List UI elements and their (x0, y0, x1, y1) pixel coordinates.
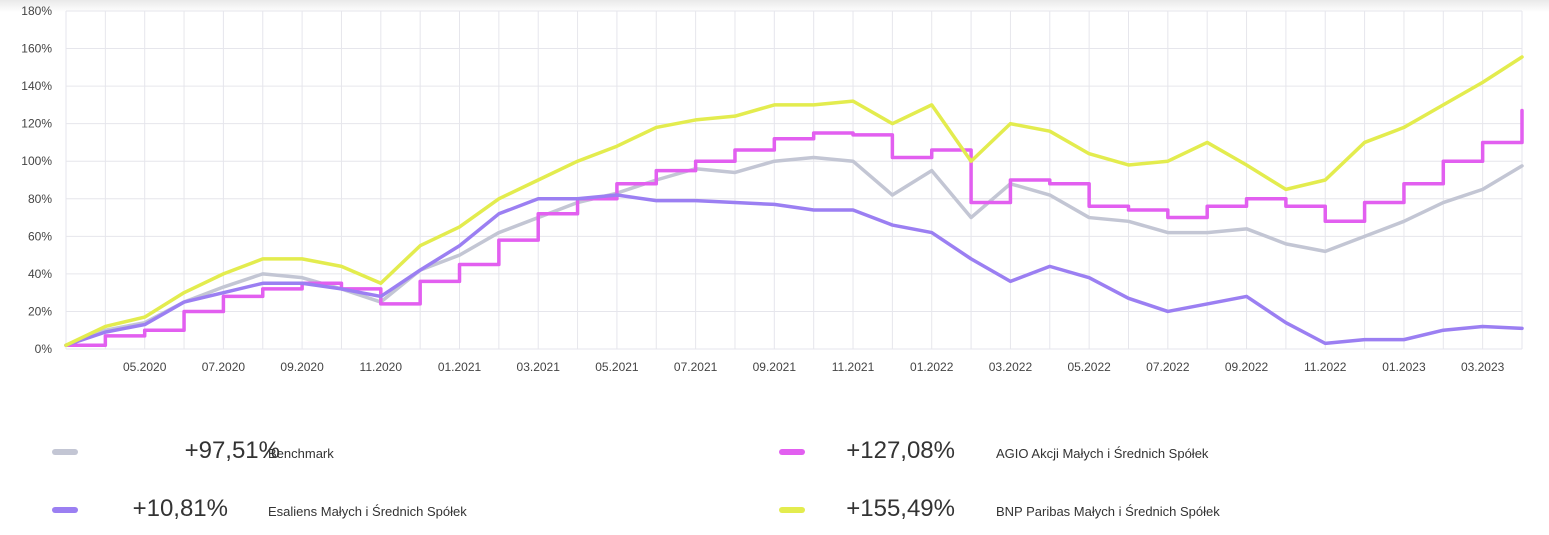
legend-name: AGIO Akcji Małych i Średnich Spółek (996, 446, 1209, 461)
y-tick-label: 40% (28, 267, 52, 281)
legend-item-benchmark[interactable]: +97,51% Benchmark (52, 437, 452, 467)
legend-value: +97,51% (184, 437, 280, 464)
x-tick-label: 09.2022 (1225, 360, 1269, 374)
x-tick-label: 03.2022 (989, 360, 1033, 374)
top-shade (0, 0, 1549, 12)
x-tick-label: 09.2020 (280, 360, 324, 374)
x-axis: 05.2020 07.2020 09.2020 11.2020 01.2021 03.20… (123, 360, 1505, 374)
series-line (64, 55, 1524, 347)
series-line (64, 155, 1524, 347)
legend-swatch (52, 449, 78, 455)
y-tick-label: 60% (28, 229, 52, 243)
x-tick-label: 07.2022 (1146, 360, 1190, 374)
y-tick-label: 80% (28, 192, 52, 206)
legend-name: BNP Paribas Małych i Średnich Spółek (996, 504, 1220, 519)
y-tick-label: 180% (21, 4, 52, 18)
y-tick-label: 20% (28, 304, 52, 318)
y-tick-label: 160% (21, 42, 52, 56)
series-line (64, 108, 1524, 347)
x-tick-label: 03.2021 (517, 360, 561, 374)
legend-item-agio[interactable]: +127,08% AGIO Akcji Małych i Średnich Sp… (779, 437, 1299, 467)
legend-name: Esaliens Małych i Średnich Spółek (268, 504, 467, 519)
legend-value: +155,49% (846, 495, 955, 522)
legend-value: +10,81% (132, 495, 228, 522)
y-tick-label: 140% (21, 79, 52, 93)
x-tick-label: 11.2020 (360, 360, 403, 374)
x-tick-label: 09.2021 (753, 360, 797, 374)
series-lines (64, 55, 1524, 347)
y-tick-label: 120% (21, 117, 52, 131)
x-tick-label: 05.2022 (1067, 360, 1111, 374)
y-tick-label: 0% (35, 342, 53, 356)
y-tick-label: 100% (21, 154, 52, 168)
x-tick-label: 11.2022 (1304, 360, 1347, 374)
legend-item-bnp[interactable]: +155,49% BNP Paribas Małych i Średnich S… (779, 495, 1299, 525)
series-line (64, 193, 1524, 347)
x-tick-label: 03.2023 (1461, 360, 1505, 374)
x-tick-label: 01.2021 (438, 360, 482, 374)
x-tick-label: 07.2020 (202, 360, 246, 374)
performance-chart: 180% 160% 140% 120% 100% 80% 60% 40% 20% 0% 05.20… (21, 4, 1524, 374)
chart-grid (65, 10, 1523, 350)
x-tick-label: 11.2021 (832, 360, 875, 374)
legend-swatch (779, 507, 805, 513)
x-tick-label: 01.2023 (1382, 360, 1426, 374)
legend-name: Benchmark (268, 446, 334, 461)
legend-swatch (52, 507, 78, 513)
legend-item-esaliens[interactable]: +10,81% Esaliens Małych i Średnich Spółe… (52, 495, 572, 525)
x-tick-label: 05.2020 (123, 360, 167, 374)
legend-swatch (779, 449, 805, 455)
x-tick-label: 05.2021 (595, 360, 639, 374)
y-axis: 180% 160% 140% 120% 100% 80% 60% 40% 20% 0% (21, 4, 52, 356)
x-tick-label: 07.2021 (674, 360, 718, 374)
x-tick-label: 01.2022 (910, 360, 954, 374)
legend-value: +127,08% (846, 437, 955, 464)
